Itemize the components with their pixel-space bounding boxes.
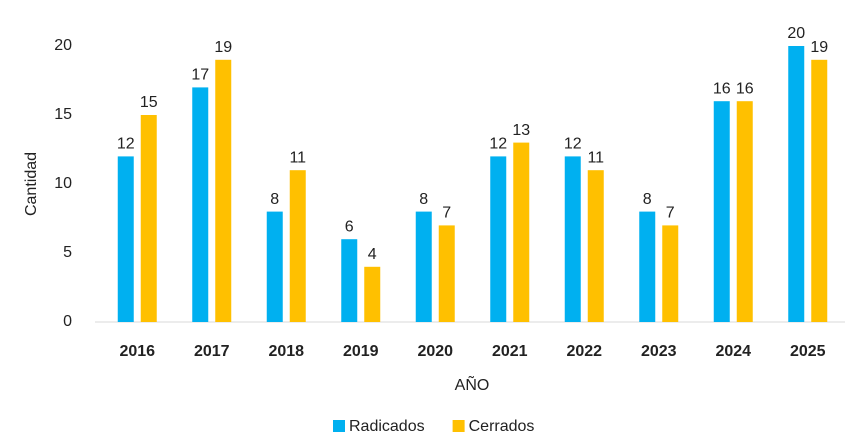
- value-label: 8: [270, 191, 279, 208]
- y-tick-label: 5: [63, 244, 72, 261]
- bar: [266, 211, 283, 322]
- bar: [713, 101, 730, 322]
- bar: [788, 46, 805, 322]
- bar: [564, 156, 581, 322]
- x-tick-label: 2021: [492, 343, 528, 360]
- value-label: 15: [140, 94, 158, 111]
- y-tick-label: 10: [54, 175, 72, 192]
- x-axis-title: AÑO: [455, 374, 490, 394]
- value-label: 8: [419, 191, 428, 208]
- x-tick-label: 2018: [268, 343, 304, 360]
- bar: [490, 156, 507, 322]
- y-axis-title: Cantidad: [23, 152, 40, 216]
- y-tick-label: 0: [63, 313, 72, 330]
- x-tick-label: 2023: [641, 343, 677, 360]
- value-label: 16: [736, 80, 754, 97]
- value-label: 4: [368, 246, 377, 263]
- legend-swatch: [452, 420, 465, 432]
- bar: [662, 225, 679, 322]
- x-tick-label: 2020: [417, 343, 453, 360]
- x-tick-label: 2022: [566, 343, 602, 360]
- y-tick-label: 15: [54, 106, 72, 123]
- value-label: 19: [810, 39, 828, 56]
- x-tick-label: 2024: [715, 343, 751, 360]
- bar: [438, 225, 455, 322]
- bar: [587, 170, 604, 322]
- value-label: 20: [787, 25, 805, 42]
- x-tick-label: 2017: [194, 343, 230, 360]
- value-label: 16: [713, 80, 731, 97]
- value-label: 13: [512, 122, 530, 139]
- bar: [811, 59, 828, 323]
- bar: [639, 211, 656, 322]
- value-label: 12: [117, 136, 135, 153]
- value-label: 11: [289, 149, 306, 166]
- bar: [364, 266, 381, 322]
- y-tick-label: 20: [54, 37, 72, 54]
- bar: [289, 170, 306, 322]
- legend-label: Cerrados: [469, 418, 535, 435]
- value-label: 6: [345, 218, 354, 235]
- bar: [192, 87, 209, 323]
- bar: [513, 142, 530, 322]
- value-label: 7: [666, 205, 675, 222]
- legend-label: Radicados: [349, 418, 425, 435]
- bar: [415, 211, 432, 322]
- bar: [736, 101, 753, 322]
- value-label: 12: [564, 136, 582, 153]
- x-tick-label: 2025: [790, 343, 826, 360]
- value-label: 11: [587, 149, 604, 166]
- bar: [140, 115, 157, 322]
- bar: [117, 156, 134, 322]
- bar: [215, 59, 232, 323]
- x-tick-label: 2016: [119, 343, 155, 360]
- value-label: 7: [442, 205, 451, 222]
- value-label: 12: [489, 136, 507, 153]
- value-label: 17: [191, 67, 209, 84]
- bar: [341, 239, 358, 322]
- value-label: 8: [643, 191, 652, 208]
- x-tick-label: 2019: [343, 343, 379, 360]
- legend-swatch: [333, 420, 345, 432]
- value-label: 19: [214, 39, 232, 56]
